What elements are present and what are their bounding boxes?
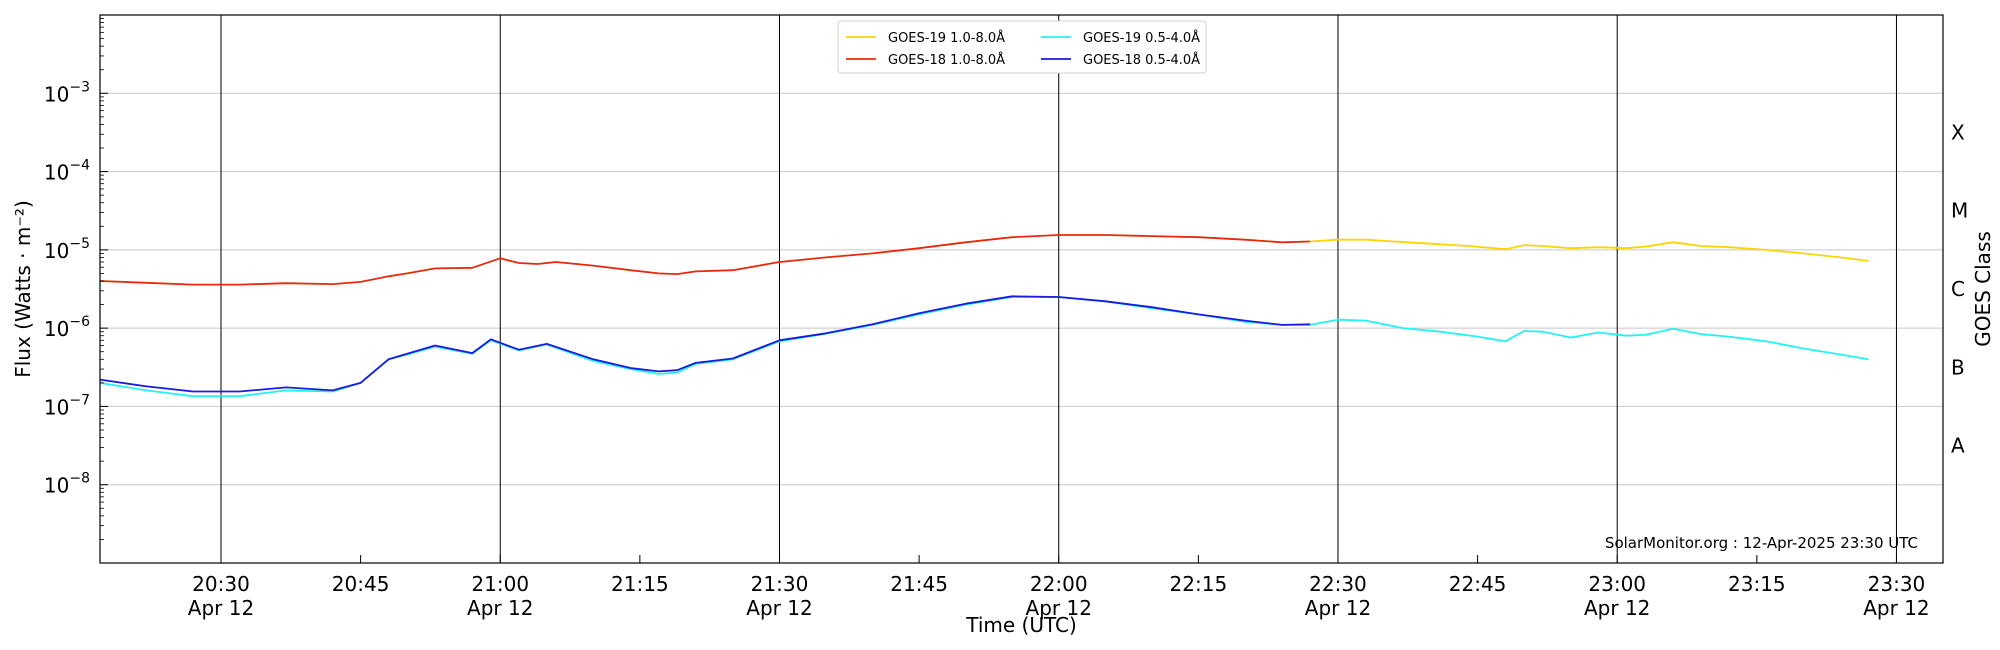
x-tick-label: 21:00 (471, 572, 529, 596)
x-tick-date-label: Apr 12 (1863, 596, 1929, 620)
y-tick-label: 10−6 (44, 314, 90, 341)
x-tick-label: 21:15 (611, 572, 669, 596)
x-tick-label: 23:15 (1728, 572, 1786, 596)
x-tick-date-label: Apr 12 (188, 596, 254, 620)
x-tick-label: 22:30 (1309, 572, 1367, 596)
legend: GOES-19 1.0-8.0Å GOES-18 1.0-8.0Å GOES-19 … (837, 20, 1207, 74)
x-tick-label: 23:30 (1868, 572, 1926, 596)
series-layer (99, 234, 1869, 398)
series-line (1310, 238, 1869, 262)
y-tick-label: 10−7 (44, 392, 90, 419)
series-line (99, 295, 1311, 393)
grid-lines (100, 15, 1943, 563)
goes-class-label: C (1951, 277, 1965, 301)
legend-entry: GOES-19 1.0-8.0Å (888, 30, 1005, 46)
goes-class-label: X (1951, 120, 1965, 144)
legend-box (837, 20, 1207, 74)
y-tick-label: 10−8 (44, 471, 90, 498)
y-axis-label: Flux (Watts · m⁻²) (11, 200, 35, 378)
x-axis-label: Time (UTC) (965, 613, 1077, 637)
y-tick-label: 10−3 (44, 79, 90, 106)
legend-entry: GOES-18 1.0-8.0Å (888, 52, 1005, 68)
x-tick-date-label: Apr 12 (746, 596, 812, 620)
series-line (99, 234, 1311, 286)
x-tick-label: 21:45 (890, 572, 948, 596)
legend-entry: GOES-19 0.5-4.0Å (1083, 30, 1200, 46)
goes-class-label: M (1951, 199, 1968, 223)
credit-text: SolarMonitor.org : 12-Apr-2025 23:30 UTC (1605, 534, 1918, 552)
x-tick-label: 22:45 (1449, 572, 1507, 596)
y-tick-label: 10−4 (44, 158, 90, 185)
x-tick-label: 21:30 (751, 572, 809, 596)
x-tick-label: 22:00 (1030, 572, 1088, 596)
plot-frame (99, 14, 1944, 564)
goes-class-axis-label: GOES Class (1971, 231, 1995, 347)
y-tick-label: 10−5 (44, 236, 90, 263)
x-tick-date-label: Apr 12 (1584, 596, 1650, 620)
x-tick-label: 20:30 (192, 572, 250, 596)
series-line (99, 296, 1869, 398)
x-tick-label: 22:15 (1170, 572, 1228, 596)
x-tick-date-label: Apr 12 (1305, 596, 1371, 620)
x-tick-date-label: Apr 12 (467, 596, 533, 620)
goes-class-label: A (1951, 434, 1965, 458)
x-tick-label: 20:45 (332, 572, 390, 596)
x-tick-date-label: Apr 12 (1026, 596, 1092, 620)
x-tick-label: 23:00 (1588, 572, 1646, 596)
goes-class-label: B (1951, 355, 1965, 379)
legend-entry: GOES-18 0.5-4.0Å (1083, 52, 1200, 68)
